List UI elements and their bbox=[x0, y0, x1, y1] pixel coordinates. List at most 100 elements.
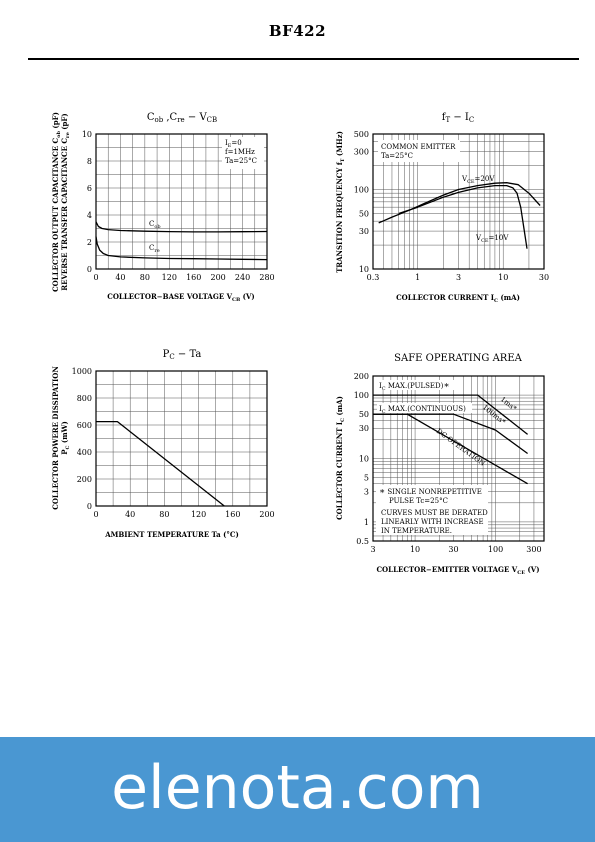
x-tick-label: 0 bbox=[93, 273, 98, 282]
chart1-series-label-cre: Cre bbox=[149, 244, 160, 254]
chart2-series-label-20v: VCE=20V bbox=[461, 175, 495, 185]
x-tick-label: 300 bbox=[526, 545, 541, 554]
x-tick-label: 3 bbox=[370, 545, 375, 554]
header-rule bbox=[28, 58, 579, 60]
chart1-cond-f: f=1MHz bbox=[225, 148, 255, 156]
y-tick-label: 0 bbox=[87, 502, 92, 511]
document-title: BF422 bbox=[268, 22, 327, 40]
series-line-2-0 bbox=[96, 420, 225, 507]
x-tick-label: 240 bbox=[235, 273, 250, 282]
chart4-note-5: IN TEMPERATURE. bbox=[381, 527, 452, 535]
y-tick-label: 100 bbox=[354, 391, 369, 400]
footer-band bbox=[0, 737, 595, 842]
x-tick-label: 100 bbox=[488, 545, 503, 554]
x-tick-label: 40 bbox=[125, 510, 135, 519]
chart4-note-1: ∗ SINGLE NONREPETITIVE bbox=[379, 487, 482, 497]
y-tick-label: 50 bbox=[359, 209, 369, 218]
chart4-annot-ic-pulsed: IC MAX.(PULSED)∗ bbox=[379, 381, 450, 392]
chart1-ylabel-1: COLLECTOR OUTPUT CAPACITANCE Cob (pF) bbox=[51, 112, 62, 292]
chart1-cond-ta: Ta=25°C bbox=[225, 157, 257, 165]
y-tick-label: 10 bbox=[359, 265, 369, 274]
chart-transition-frequency: fT − IC 0.3 1 3 10 30 10 30 50 100 300 500 COMMON … bbox=[335, 112, 549, 304]
y-tick-label: 100 bbox=[354, 186, 369, 195]
chart3-xlabel: AMBIENT TEMPERATURE Ta (°C) bbox=[104, 530, 239, 539]
chart4-note-4: LINEARLY WITH INCREASE bbox=[381, 518, 484, 526]
y-tick-label: 1000 bbox=[72, 367, 92, 376]
x-tick-label: 160 bbox=[186, 273, 201, 282]
y-tick-label: 400 bbox=[77, 448, 92, 457]
chart1-title: Cob ,Cre − VCB bbox=[147, 112, 217, 124]
y-tick-label: 2 bbox=[87, 238, 92, 247]
y-tick-label: 0.5 bbox=[356, 537, 369, 546]
chart1-xlabel: COLLECTOR−BASE VOLTAGE VCB (V) bbox=[107, 292, 255, 303]
chart1-series-label-cob: Cob bbox=[149, 220, 161, 230]
chart4-note-2: PULSE Tc=25°C bbox=[389, 497, 448, 505]
x-tick-label: 10 bbox=[410, 545, 420, 554]
series-line-0-0 bbox=[95, 221, 268, 233]
x-tick-label: 1 bbox=[415, 273, 420, 282]
y-tick-label: 300 bbox=[354, 148, 369, 157]
y-tick-label: 600 bbox=[77, 421, 92, 430]
x-tick-label: 160 bbox=[225, 510, 240, 519]
y-tick-label: 30 bbox=[359, 227, 369, 236]
x-tick-label: 120 bbox=[162, 273, 177, 282]
x-tick-label: 40 bbox=[115, 273, 125, 282]
chart4-frame bbox=[372, 375, 545, 542]
x-tick-label: 120 bbox=[191, 510, 206, 519]
chart-power-dissipation: PC − Ta 0 40 80 120 160 20002004006008001000 … bbox=[51, 349, 275, 539]
y-tick-label: 30 bbox=[359, 424, 369, 433]
series-line-1-0 bbox=[378, 182, 541, 224]
x-tick-label: 3 bbox=[456, 273, 461, 282]
chart4-xlabel: COLLECTOR−EMITTER VOLTAGE VCE (V) bbox=[376, 565, 539, 576]
y-tick-label: 200 bbox=[77, 475, 92, 484]
chart-capacitance: Cob ,Cre − VCB 0 40 80 120 160 200 240 280 0 2 4 6 8… bbox=[51, 112, 275, 303]
x-tick-label: 200 bbox=[259, 510, 274, 519]
series-line-3-0 bbox=[373, 394, 529, 435]
y-tick-label: 4 bbox=[87, 211, 92, 220]
chart2-title: fT − IC bbox=[442, 112, 474, 124]
chart-safe-operating-area: SAFE OPERATING AREA 3 10 30 100 300 0.5 1 3 5 10 3… bbox=[335, 353, 545, 576]
series-line-0-1 bbox=[95, 236, 268, 261]
chart3-frame bbox=[95, 370, 268, 507]
series-line-3-2 bbox=[373, 413, 528, 485]
y-tick-label: 10 bbox=[359, 455, 369, 464]
x-tick-label: 80 bbox=[159, 510, 169, 519]
chart1-ylabel-2: REVERSE TRANSFER CAPACITANCE Cre (pF) bbox=[60, 113, 71, 290]
series-line-3-1 bbox=[373, 413, 528, 455]
y-tick-label: 50 bbox=[359, 410, 369, 419]
chart1-cond-ie: IE=0 bbox=[225, 139, 242, 149]
x-tick-label: 200 bbox=[211, 273, 226, 282]
chart4-note-3: CURVES MUST BE DERATED bbox=[381, 509, 488, 517]
x-tick-label: 280 bbox=[259, 273, 274, 282]
chart4-title: SAFE OPERATING AREA bbox=[394, 353, 523, 364]
y-tick-label: 500 bbox=[354, 130, 369, 139]
y-tick-label: 8 bbox=[87, 157, 92, 166]
x-tick-label: 30 bbox=[539, 273, 549, 282]
chart3-ylabel-2: PC (mW) bbox=[60, 421, 71, 455]
charts-canvas: Cob ,Cre − VCB 0 40 80 120 160 200 240 28002468… bbox=[51, 112, 549, 576]
chart2-cond-mode: COMMON EMITTER bbox=[381, 143, 456, 151]
y-tick-label: 0 bbox=[87, 265, 92, 274]
chart2-ylabel: TRANSITION FREQUENCY fT (MHz) bbox=[335, 131, 346, 273]
y-tick-label: 3 bbox=[364, 488, 369, 497]
chart3-ylabel-1: COLLECTOR POWERE DISSIPATION bbox=[51, 366, 60, 510]
watermark-text: elenota.com bbox=[111, 753, 484, 823]
x-tick-label: 10 bbox=[498, 273, 508, 282]
chart4-annot-ic-cont: IC MAX.(CONTINUOUS) bbox=[379, 405, 466, 415]
x-tick-label: 80 bbox=[140, 273, 150, 282]
chart2-frame bbox=[372, 133, 545, 270]
y-tick-label: 1 bbox=[364, 518, 369, 527]
series-line-1-1 bbox=[398, 184, 528, 249]
chart2-xlabel: COLLECTOR CURRENT IC (mA) bbox=[396, 293, 520, 304]
chart4-ylabel: COLLECTOR CURRENT IC (mA) bbox=[335, 396, 346, 520]
chart3-title: PC − Ta bbox=[163, 349, 202, 361]
y-tick-label: 6 bbox=[87, 184, 92, 193]
chart2-cond-ta: Ta=25°C bbox=[381, 152, 413, 160]
x-tick-label: 0.3 bbox=[367, 273, 380, 282]
y-tick-label: 200 bbox=[354, 372, 369, 381]
y-tick-label: 10 bbox=[82, 130, 92, 139]
y-tick-label: 5 bbox=[364, 474, 369, 483]
x-tick-label: 0 bbox=[93, 510, 98, 519]
x-tick-label: 30 bbox=[448, 545, 458, 554]
y-tick-label: 800 bbox=[77, 394, 92, 403]
